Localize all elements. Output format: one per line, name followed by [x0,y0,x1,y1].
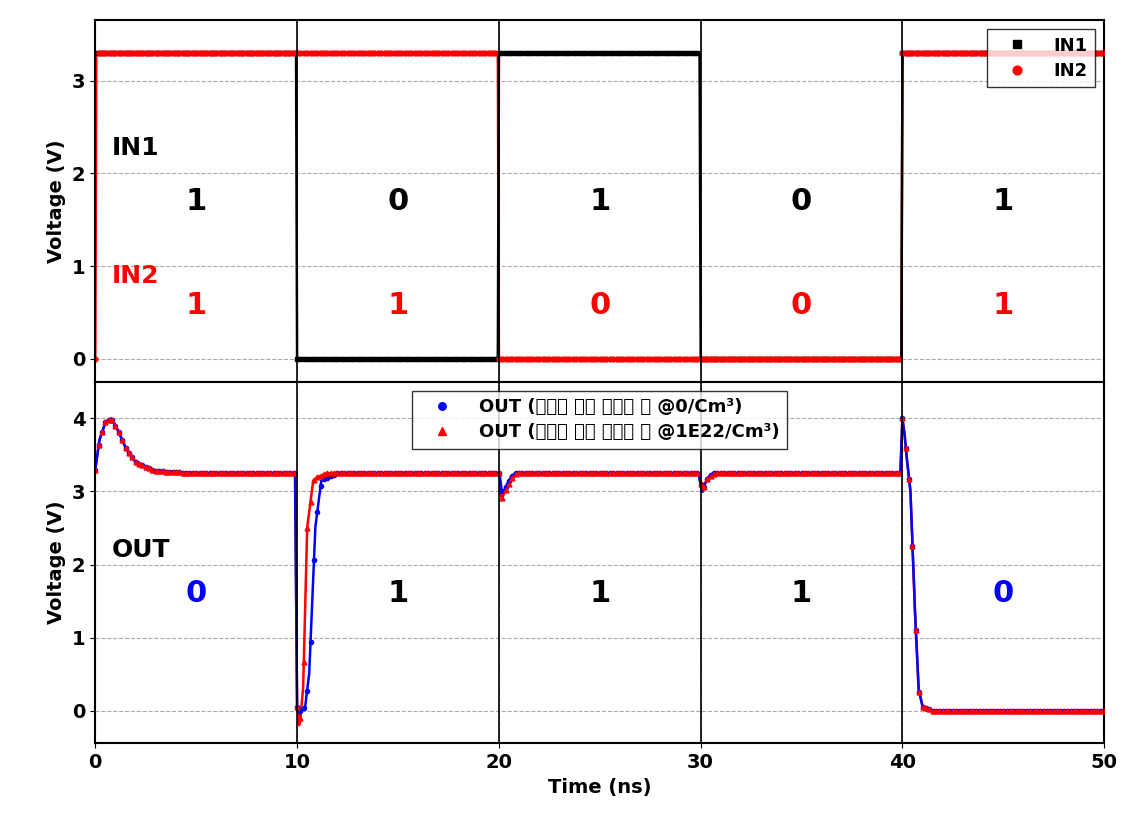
OUT (방사선 영향 모델링 후 @1E22/Cm³) [781,468,795,478]
Text: 1: 1 [993,291,1013,319]
IN2 [532,354,546,364]
IN1 [1027,48,1040,58]
Text: OUT: OUT [111,538,170,562]
OUT (방사선 영향 모델링 전 @0/Cm³) [1097,706,1111,716]
Line: OUT (방사선 영향 모델링 전 @0/Cm³): OUT (방사선 영향 모델링 전 @0/Cm³) [93,417,1106,712]
Text: 0: 0 [590,291,610,319]
Text: 0: 0 [388,187,408,216]
OUT (방사선 영향 모델링 후 @1E22/Cm³) [1097,706,1111,716]
OUT (방사선 영향 모델링 전 @0/Cm³) [89,465,102,475]
IN1 [290,354,304,364]
IN2 [781,354,795,364]
Text: 1: 1 [388,291,408,319]
OUT (방사선 영향 모델링 후 @1E22/Cm³) [946,706,960,716]
IN1 [532,48,546,58]
Text: 0: 0 [993,579,1013,608]
Y-axis label: Voltage (V): Voltage (V) [47,501,66,624]
OUT (방사선 영향 모델링 후 @1E22/Cm³) [89,465,102,475]
OUT (방사선 영향 모델링 후 @1E22/Cm³) [886,468,899,478]
Line: IN1: IN1 [93,51,1106,361]
Text: 1: 1 [590,187,610,216]
IN1 [1097,48,1111,58]
OUT (방사선 영향 모델링 후 @1E22/Cm³) [294,713,307,723]
IN2 [89,354,102,364]
IN1 [781,354,795,364]
IN2 [499,354,512,364]
OUT (방사선 영향 모델링 전 @0/Cm³) [896,413,909,423]
Line: IN2: IN2 [93,51,1106,361]
Text: IN1: IN1 [111,136,159,160]
Text: 1: 1 [590,579,610,608]
Line: OUT (방사선 영향 모델링 후 @1E22/Cm³): OUT (방사선 영향 모델링 후 @1E22/Cm³) [93,416,1106,721]
Legend: IN1, IN2: IN1, IN2 [986,29,1095,87]
Text: 1: 1 [186,291,206,319]
Text: 0: 0 [791,291,812,319]
IN1 [89,48,102,58]
Text: 0: 0 [186,579,206,608]
Text: 1: 1 [791,579,812,608]
IN2 [92,48,105,58]
Text: 1: 1 [993,187,1013,216]
OUT (방사선 영향 모델링 전 @0/Cm³) [294,706,307,716]
OUT (방사선 영향 모델링 전 @0/Cm³) [781,468,795,478]
OUT (방사선 영향 모델링 전 @0/Cm³) [1030,706,1044,716]
Y-axis label: Voltage (V): Voltage (V) [47,140,66,263]
Text: 1: 1 [388,579,408,608]
OUT (방사선 영향 모델링 후 @1E22/Cm³) [896,413,909,423]
IN2 [1097,48,1111,58]
Text: IN2: IN2 [111,264,159,288]
Legend: OUT (방사선 영향 모델링 전 @0/Cm³), OUT (방사선 영향 모델링 후 @1E22/Cm³): OUT (방사선 영향 모델링 전 @0/Cm³), OUT (방사선 영향 모… [413,391,787,449]
OUT (방사선 영향 모델링 전 @0/Cm³) [499,483,512,493]
IN1 [943,48,956,58]
IN1 [499,48,512,58]
Text: 1: 1 [186,187,206,216]
OUT (방사선 영향 모델링 후 @1E22/Cm³) [532,468,546,478]
OUT (방사선 영향 모델링 후 @1E22/Cm³) [499,485,512,495]
OUT (방사선 영향 모델링 전 @0/Cm³) [532,468,546,478]
OUT (방사선 영향 모델링 전 @0/Cm³) [886,468,899,478]
OUT (방사선 영향 모델링 후 @1E22/Cm³) [1030,706,1044,716]
Text: 0: 0 [791,187,812,216]
OUT (방사선 영향 모델링 전 @0/Cm³) [946,706,960,716]
X-axis label: Time (ns): Time (ns) [548,778,651,797]
IN1 [886,354,899,364]
IN2 [886,354,899,364]
IN2 [943,48,956,58]
IN2 [1027,48,1040,58]
